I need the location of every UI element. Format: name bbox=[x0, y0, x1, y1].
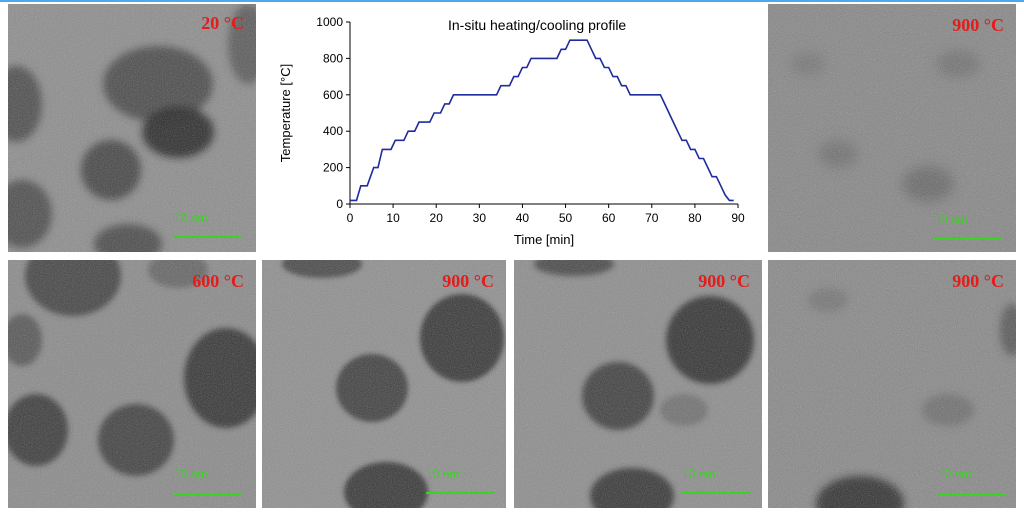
scale-bar bbox=[682, 492, 750, 494]
scale-bar bbox=[426, 492, 494, 494]
chart-x-tick-label: 70 bbox=[645, 211, 659, 225]
chart-x-axis-label: Time [min] bbox=[514, 232, 574, 247]
tem-micrograph-5 bbox=[514, 260, 762, 508]
scale-bar bbox=[934, 238, 1002, 240]
tem-micrograph-4 bbox=[262, 260, 506, 508]
tem-panel-900c-c: 900 °C 10 nm bbox=[768, 260, 1016, 508]
scale-bar bbox=[938, 494, 1006, 496]
scale-bar bbox=[174, 494, 242, 496]
chart-x-tick-label: 50 bbox=[559, 211, 573, 225]
tem-micrograph-3 bbox=[8, 260, 256, 508]
chart-x-tick-label: 40 bbox=[516, 211, 530, 225]
tem-panel-900c-b: 900 °C 10 nm bbox=[514, 260, 762, 508]
scale-bar bbox=[174, 236, 242, 238]
chart-y-tick-label: 200 bbox=[323, 161, 343, 175]
chart-y-tick-label: 400 bbox=[323, 124, 343, 138]
chart-x-tick-label: 80 bbox=[688, 211, 702, 225]
chart-x-tick-label: 20 bbox=[430, 211, 444, 225]
chart-y-tick-label: 600 bbox=[323, 88, 343, 102]
chart-x-tick-label: 90 bbox=[731, 211, 745, 225]
tem-micrograph-2 bbox=[768, 4, 1016, 252]
top-accent-rule bbox=[0, 0, 1024, 2]
chart-x-tick-label: 60 bbox=[602, 211, 616, 225]
chart-x-tick-label: 0 bbox=[347, 211, 354, 225]
tem-panel-20c: 20 °C 10 nm bbox=[8, 4, 256, 252]
chart-y-tick-label: 0 bbox=[336, 197, 343, 211]
chart-title: In-situ heating/cooling profile bbox=[448, 17, 626, 33]
heating-profile-chart: 0 10 20 30 40 50 60 70 80 90 0 200 400 600 800 1000 In-… bbox=[264, 4, 760, 254]
chart-series-line-temperature bbox=[350, 39, 734, 202]
tem-panel-900c-a: 900 °C 10 nm bbox=[262, 260, 506, 508]
tem-micrograph-6 bbox=[768, 260, 1016, 508]
chart-x-tick-label: 30 bbox=[473, 211, 487, 225]
tem-micrograph-1 bbox=[8, 4, 256, 252]
tem-panel-900c-top: 900 °C 10 nm bbox=[768, 4, 1016, 252]
chart-x-tick-label: 10 bbox=[386, 211, 400, 225]
chart-y-axis-label: Temperature [°C] bbox=[278, 64, 293, 162]
tem-panel-600c: 600 °C 10 nm bbox=[8, 260, 256, 508]
chart-y-tick-label: 800 bbox=[323, 51, 343, 65]
chart-y-tick-label: 1000 bbox=[316, 15, 343, 29]
chart-svg: 0 10 20 30 40 50 60 70 80 90 0 200 400 600 800 1000 In-… bbox=[278, 15, 745, 247]
